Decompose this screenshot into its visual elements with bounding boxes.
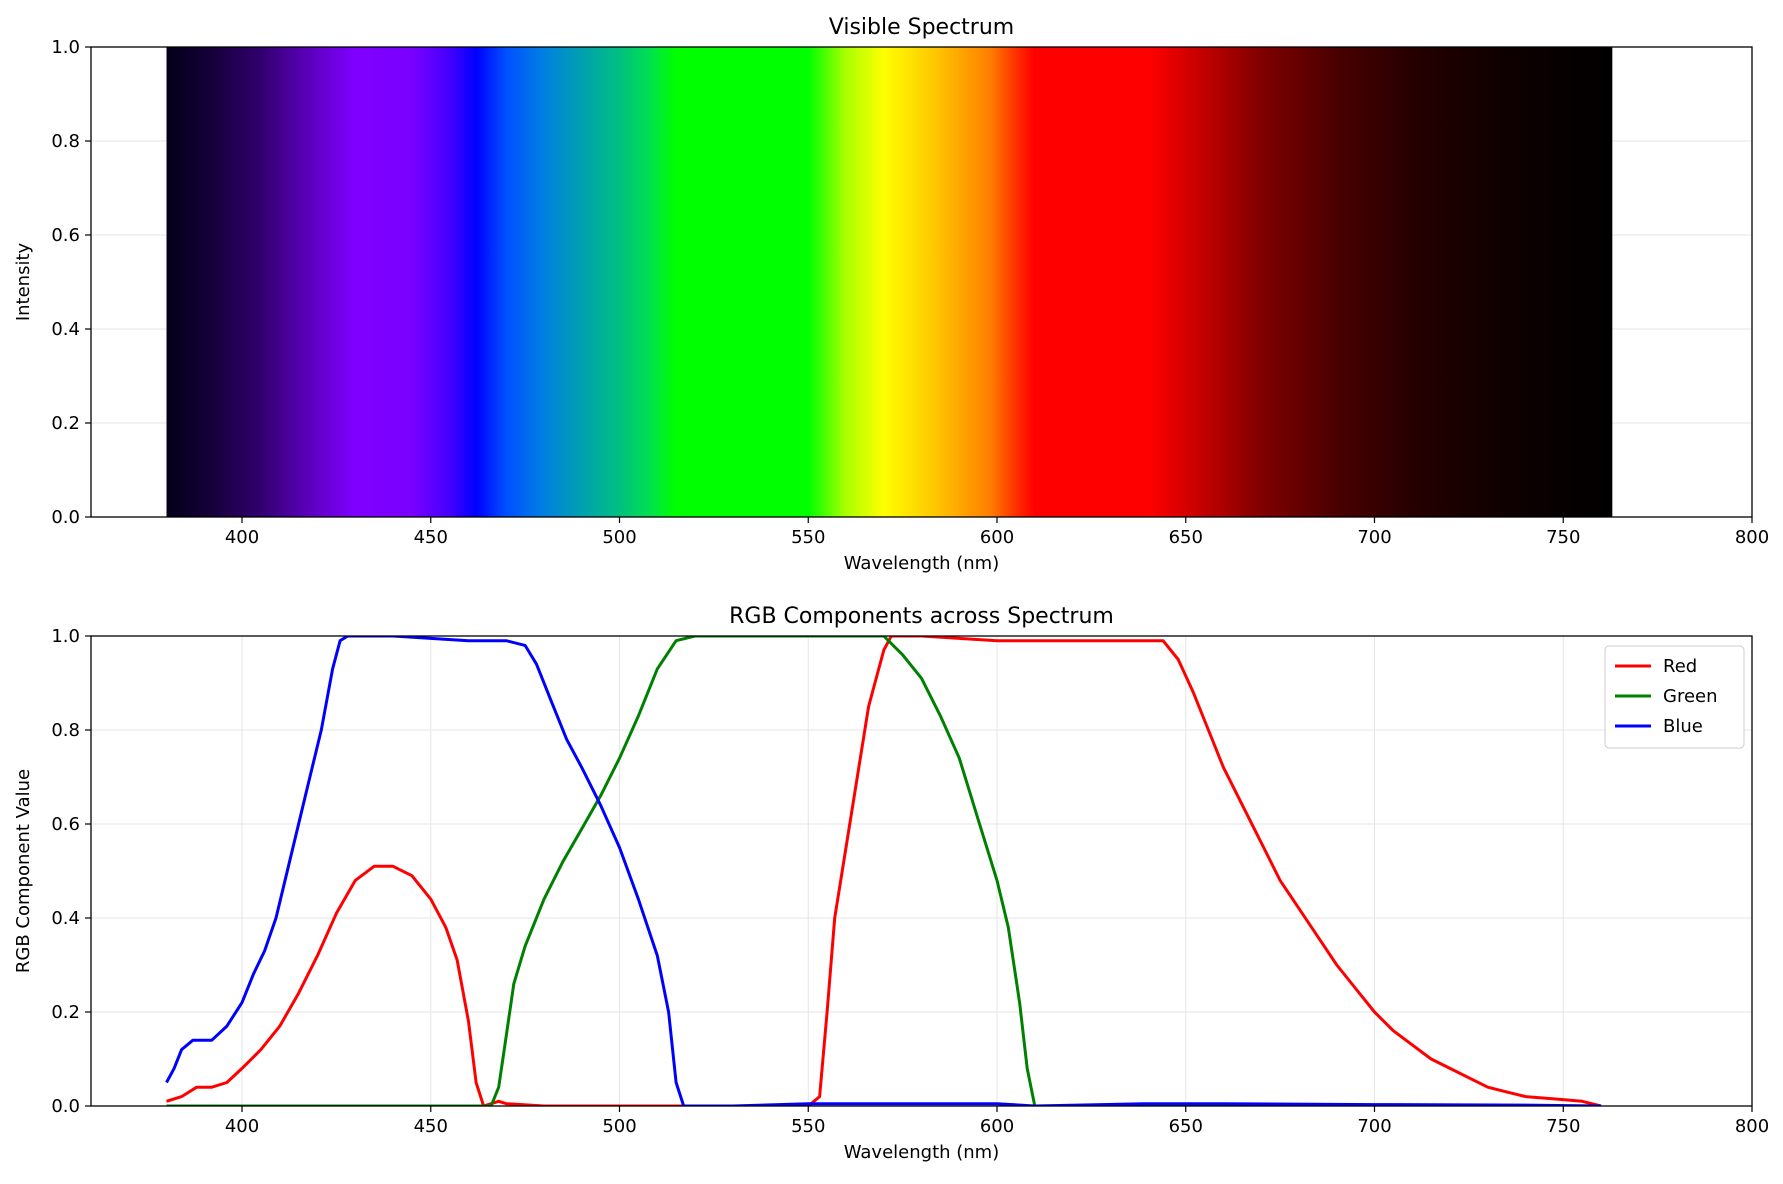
y-tick-label: 0.2: [51, 1002, 80, 1023]
spectrum-axis-ticks: 400 450 500 550 600 650 700 750 800 0.0 0.2 0.4 0.6 0…: [51, 37, 1769, 548]
x-tick-label: 550: [791, 1116, 825, 1137]
x-tick-label: 600: [980, 527, 1014, 548]
rgb-components-plot: 400 450 500 550 600 650 700 750 800 0.0 0.2 0.4 0.6 0…: [13, 604, 1769, 1163]
rgb-series-lines: [165, 636, 1602, 1106]
x-tick-label: 700: [1357, 1116, 1391, 1137]
x-tick-label: 500: [602, 1116, 636, 1137]
legend-box: [1604, 645, 1745, 749]
spectrum-plot: 400 450 500 550 600 650 700 750 800 0.0 0.2 0.4 0.6 0…: [13, 15, 1769, 574]
rgb-y-axis-label: RGB Component Value: [13, 769, 34, 973]
x-tick-label: 650: [1169, 527, 1203, 548]
spectrum-title: Visible Spectrum: [829, 15, 1014, 40]
rgb-plot-frame: [90, 635, 1753, 1107]
y-tick-label: 0.8: [51, 131, 80, 152]
rgb-title: RGB Components across Spectrum: [729, 604, 1114, 629]
series-line-blue: [165, 636, 1602, 1106]
y-tick-label: 0.0: [51, 507, 80, 528]
y-tick-label: 0.4: [51, 908, 80, 929]
spectrum-color-band: [166, 47, 1613, 517]
x-tick-label: 750: [1546, 527, 1580, 548]
series-line-red: [166, 636, 1602, 1106]
y-tick-label: 0.6: [51, 225, 80, 246]
x-tick-label: 800: [1735, 527, 1769, 548]
legend-label-blue: Blue: [1663, 716, 1703, 737]
rgb-x-axis-label: Wavelength (nm): [844, 1142, 1000, 1163]
spectrum-plot-frame: [90, 46, 1753, 518]
rgb-axis-ticks: 400 450 500 550 600 650 700 750 800 0.0 0.2 0.4 0.6 0…: [51, 626, 1769, 1137]
x-tick-label: 500: [602, 527, 636, 548]
x-tick-label: 450: [414, 527, 448, 548]
rgb-grid: [91, 635, 1753, 1107]
rgb-legend: Red Green Blue: [1604, 645, 1745, 749]
y-tick-label: 0.8: [51, 720, 80, 741]
x-tick-label: 750: [1546, 1116, 1580, 1137]
y-tick-label: 0.4: [51, 319, 80, 340]
x-tick-label: 400: [225, 527, 259, 548]
spectrum-y-axis-label: Intensity: [13, 242, 34, 321]
x-tick-label: 600: [980, 1116, 1014, 1137]
x-tick-label: 550: [791, 527, 825, 548]
x-tick-label: 650: [1169, 1116, 1203, 1137]
y-tick-label: 0.2: [51, 413, 80, 434]
x-tick-label: 400: [225, 1116, 259, 1137]
spectrum-x-axis-label: Wavelength (nm): [844, 553, 1000, 574]
series-line-green: [166, 636, 1601, 1106]
x-tick-label: 700: [1357, 527, 1391, 548]
x-tick-label: 800: [1735, 1116, 1769, 1137]
x-tick-label: 450: [414, 1116, 448, 1137]
y-tick-label: 1.0: [51, 626, 80, 647]
y-tick-label: 0.6: [51, 814, 80, 835]
y-tick-label: 1.0: [51, 37, 80, 58]
y-tick-label: 0.0: [51, 1096, 80, 1117]
legend-label-red: Red: [1663, 656, 1697, 677]
legend-label-green: Green: [1663, 686, 1718, 707]
